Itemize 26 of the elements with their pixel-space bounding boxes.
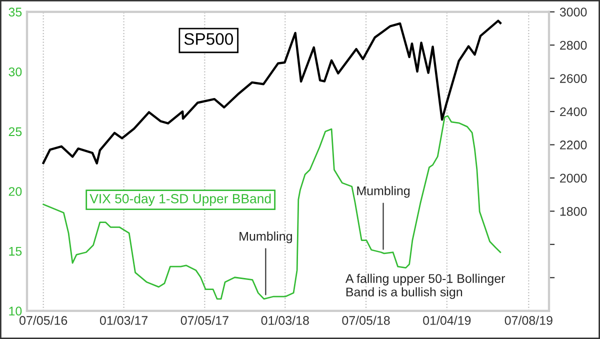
annotation: Mumbling [357, 186, 410, 198]
y2-tick-label: 2000 [560, 174, 587, 183]
y2-tick-label: 2800 [560, 40, 587, 50]
line-series [42, 20, 502, 164]
x-tick-label: 01/03/17 [100, 316, 148, 325]
y-tick-label: 25 [8, 127, 22, 136]
annotation: Mumbling [240, 232, 292, 244]
text: SP500 [184, 33, 233, 45]
y2-tick-label: 2400 [560, 107, 587, 116]
x-tick-label: 07/08/19 [504, 316, 552, 325]
x-tick-label: 01/03/18 [261, 316, 309, 325]
y-tick-label: 10 [9, 306, 22, 316]
x-tick-label: 07/05/16 [20, 316, 68, 325]
annotation: A falling upper 50-1 Bollinger Band is a bullish sign [345, 274, 506, 299]
x-tick-label: 07/05/18 [342, 316, 390, 325]
y2-tick-label: 2200 [560, 140, 587, 150]
y2-tick-label: 3000 [560, 8, 587, 17]
y2-tick-label: 2600 [560, 74, 587, 83]
x-tick-label: 01/04/19 [423, 316, 471, 325]
y2-tick-label: 1800 [560, 207, 587, 216]
series-label: VIX 50-day 1-SD Upper BBand [90, 194, 271, 206]
x-tick-label: 07/05/17 [180, 316, 228, 325]
y-tick-label: 35 [8, 8, 22, 17]
y-tick-label: 15 [9, 246, 22, 256]
y-tick-label: 20 [8, 187, 22, 196]
y-tick-label: 30 [8, 67, 22, 76]
